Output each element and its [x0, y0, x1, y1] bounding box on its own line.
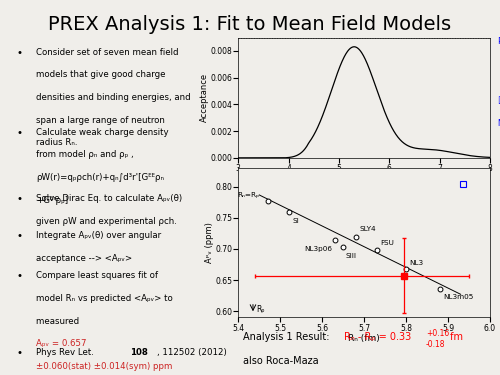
Text: SIII: SIII	[346, 254, 356, 260]
Text: NL3p06: NL3p06	[304, 246, 332, 252]
Text: model Rₙ vs predicted <Aₚᵥ> to: model Rₙ vs predicted <Aₚᵥ> to	[36, 294, 173, 303]
Text: Plane wave: Plane wave	[498, 38, 500, 46]
Y-axis label: Acceptance: Acceptance	[200, 73, 209, 122]
Text: •: •	[16, 231, 22, 241]
Text: +Gᴱʳρₚ]: +Gᴱʳρₚ]	[36, 196, 68, 205]
Text: FSU: FSU	[380, 240, 394, 246]
Text: 108: 108	[130, 348, 148, 357]
X-axis label: Θ (deg): Θ (deg)	[347, 174, 381, 183]
Text: span a large range of neutron: span a large range of neutron	[36, 116, 165, 124]
Text: Phys Rev Let.: Phys Rev Let.	[36, 348, 97, 357]
X-axis label: Rₙ (fm): Rₙ (fm)	[348, 334, 380, 343]
Text: , 112502 (2012): , 112502 (2012)	[156, 348, 226, 357]
Text: -0.18: -0.18	[426, 340, 446, 349]
Text: Compare least squares fit of: Compare least squares fit of	[36, 271, 158, 280]
Text: fm: fm	[447, 332, 463, 342]
Text: NL3m05: NL3m05	[443, 294, 474, 300]
Y-axis label: Aᵖᵥ (ppm): Aᵖᵥ (ppm)	[204, 222, 214, 263]
Text: NL3m05: NL3m05	[498, 119, 500, 128]
Text: Aₚᵥ = 0.657: Aₚᵥ = 0.657	[36, 339, 87, 348]
Text: ±0.060(stat) ±0.014(sym) ppm: ±0.060(stat) ±0.014(sym) ppm	[36, 362, 172, 371]
Text: SLY4: SLY4	[359, 226, 376, 232]
Text: NL3: NL3	[410, 260, 424, 266]
Text: •: •	[16, 194, 22, 204]
Text: given ρW and experimental ρch.: given ρW and experimental ρch.	[36, 217, 177, 226]
Text: Consider set of seven mean field: Consider set of seven mean field	[36, 48, 179, 57]
Text: ρW(r)=qₚρch(r)+qₙ∫d³r'[Gᴱᴱρₙ: ρW(r)=qₚρch(r)+qₙ∫d³r'[Gᴱᴱρₙ	[36, 173, 164, 182]
Text: Integrate Aₚᵥ(θ) over angular: Integrate Aₚᵥ(θ) over angular	[36, 231, 162, 240]
Text: measured: measured	[36, 316, 85, 326]
Text: Solve Dirac Eq. to calculate Aₚᵥ(θ): Solve Dirac Eq. to calculate Aₚᵥ(θ)	[36, 194, 182, 203]
Text: SI: SI	[293, 218, 300, 224]
Text: □: □	[498, 95, 500, 105]
Text: Analysis 1 Result:: Analysis 1 Result:	[244, 332, 333, 342]
Text: radius Rₙ.: radius Rₙ.	[36, 138, 78, 147]
Text: Rₚ: Rₚ	[256, 305, 265, 314]
Text: densities and binding energies, and: densities and binding energies, and	[36, 93, 191, 102]
Text: also Roca-Maza: also Roca-Maza	[244, 356, 319, 366]
Text: Rₙ - Rₚ = 0.33: Rₙ - Rₚ = 0.33	[344, 332, 412, 342]
Text: Calculate weak charge density: Calculate weak charge density	[36, 128, 169, 136]
Text: from model ρₙ and ρₚ ,: from model ρₙ and ρₚ ,	[36, 150, 134, 159]
Text: PREX Analysis 1: Fit to Mean Field Models: PREX Analysis 1: Fit to Mean Field Model…	[48, 15, 452, 34]
Text: models that give good charge: models that give good charge	[36, 70, 166, 79]
Text: •: •	[16, 271, 22, 281]
Text: •: •	[16, 128, 22, 138]
Text: acceptance --> <Aₚᵥ>: acceptance --> <Aₚᵥ>	[36, 254, 132, 263]
Text: •: •	[16, 348, 22, 358]
Text: •: •	[16, 48, 22, 57]
Text: Rₙ=Rₚ: Rₙ=Rₚ	[237, 192, 260, 198]
Text: +0.16: +0.16	[426, 329, 449, 338]
